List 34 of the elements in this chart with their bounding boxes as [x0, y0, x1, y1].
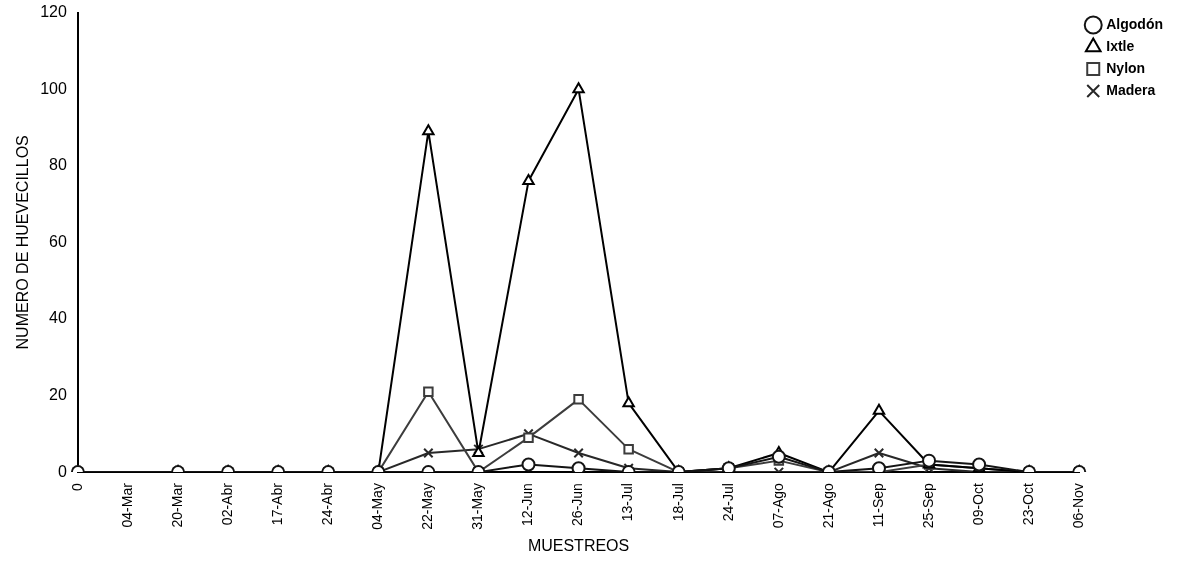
x-tick-label: 0 [68, 482, 85, 491]
x-tick-label: 24-Abr [319, 482, 336, 526]
x-tick-label: 11-Sep [869, 482, 886, 528]
x-tick-label: 23-Oct [1020, 483, 1037, 526]
y-tick-label: 100 [40, 79, 67, 97]
x-tick-label: 02-Abr [218, 482, 235, 526]
x-tick-label: 04-May [369, 483, 386, 530]
y-tick-label: 20 [49, 385, 67, 403]
x-tick-label: 17-Abr [269, 482, 286, 526]
y-tick-label: 80 [49, 156, 67, 174]
x-tick-label: 26-Jun [569, 483, 586, 526]
x-tick-label: 21-Ago [819, 482, 836, 529]
y-axis-title: NUMERO DE HUEVECILLOS [14, 135, 32, 350]
x-tick-label: 07-Ago [769, 482, 786, 529]
x-tick-label: 24-Jul [719, 483, 736, 522]
x-axis-title: MUESTREOS [527, 536, 630, 554]
x-tick-label: 22-May [419, 483, 436, 530]
y-tick-label: 120 [40, 3, 67, 21]
legend-label: Madera [1106, 81, 1156, 98]
x-tick-label: 12-Jun [519, 483, 536, 526]
y-tick-label: 60 [49, 232, 67, 250]
x-tick-label: 20-Mar [168, 482, 185, 528]
y-tick-label: 40 [49, 309, 67, 327]
x-tick-label: 25-Sep [919, 482, 936, 529]
x-tick-label: 06-Nov [1070, 483, 1087, 529]
legend-label: Ixtle [1106, 37, 1135, 54]
y-tick-label: 0 [57, 462, 67, 480]
legend-label: Algodón [1106, 15, 1164, 32]
x-tick-label: 09-Oct [969, 483, 986, 526]
x-tick-label: 13-Jul [619, 483, 636, 522]
legend-label: Nylon [1106, 59, 1146, 76]
x-tick-label: 04-Mar [118, 482, 135, 528]
x-tick-label: 18-Jul [669, 483, 686, 522]
x-tick-label: 31-May [469, 483, 486, 530]
